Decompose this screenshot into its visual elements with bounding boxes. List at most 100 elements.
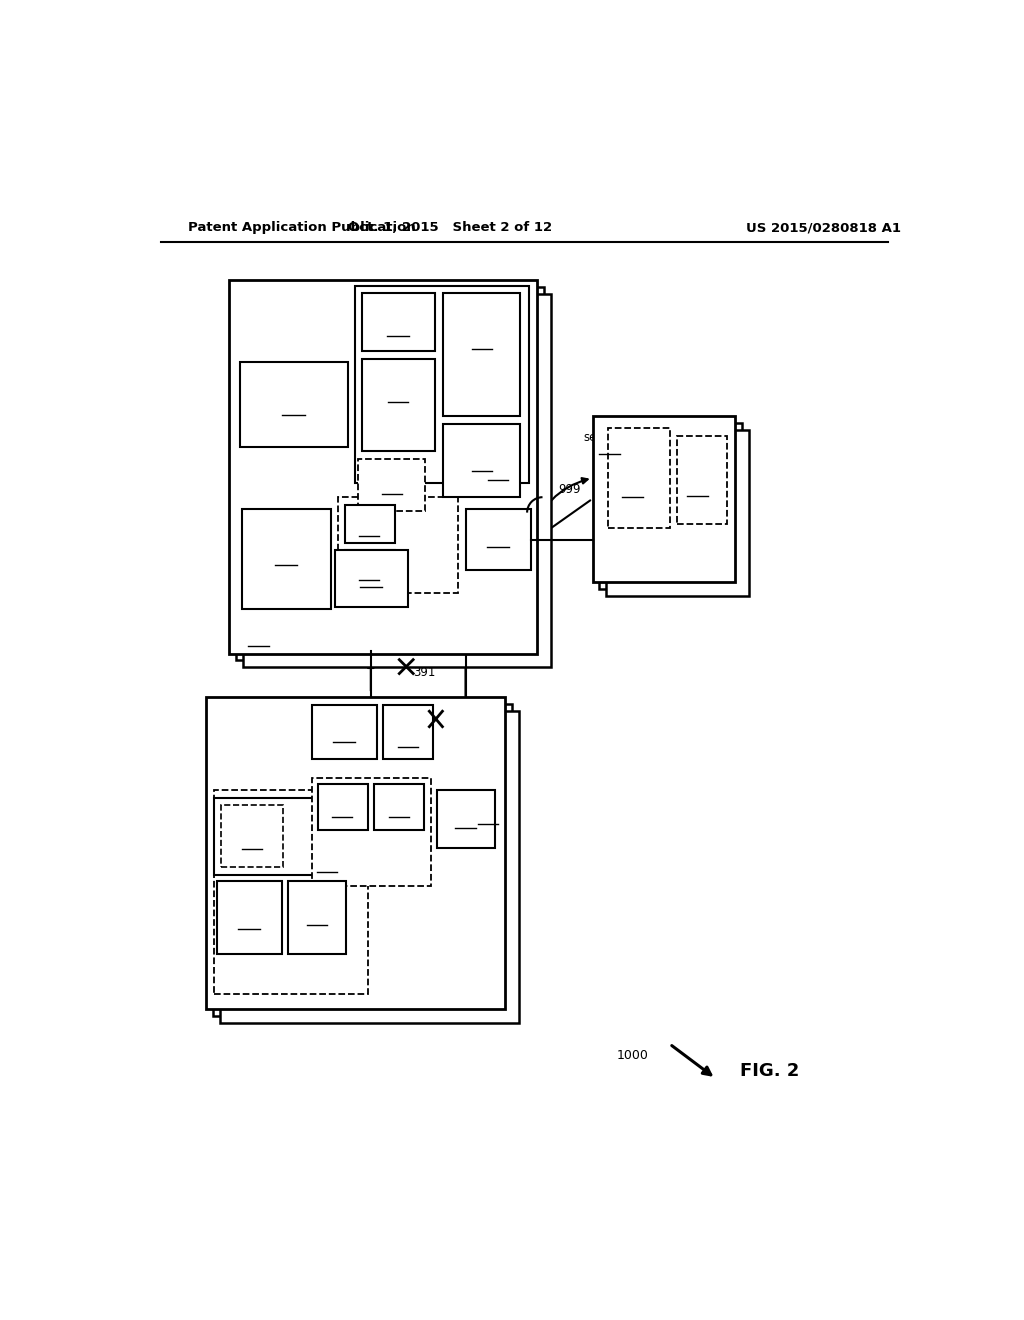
Text: correlation data: correlation data xyxy=(443,323,520,333)
Text: 133: 133 xyxy=(305,912,329,925)
Text: 340: 340 xyxy=(387,325,409,335)
Text: 1000: 1000 xyxy=(616,1049,648,1063)
Bar xyxy=(220,711,518,1023)
Text: 180: 180 xyxy=(388,807,409,816)
Text: server(s): server(s) xyxy=(583,432,636,445)
Bar xyxy=(317,784,368,830)
Text: capture: capture xyxy=(271,378,316,391)
Bar xyxy=(206,697,505,1010)
Text: Patent Application Publication: Patent Application Publication xyxy=(188,222,416,234)
Text: controller: controller xyxy=(317,718,371,729)
Text: storage: storage xyxy=(306,853,348,862)
Text: FIG. 2: FIG. 2 xyxy=(740,1061,800,1080)
Text: data: data xyxy=(379,471,404,480)
Text: device
correlation data: device correlation data xyxy=(628,437,649,520)
Bar xyxy=(443,424,520,498)
Text: processor: processor xyxy=(259,528,313,539)
Text: 170: 170 xyxy=(397,737,419,747)
Bar xyxy=(345,506,394,544)
Text: record: record xyxy=(465,446,499,457)
Text: 700: 700 xyxy=(598,442,621,455)
Bar xyxy=(357,459,425,511)
Text: display: display xyxy=(379,796,419,805)
Text: 320: 320 xyxy=(358,570,380,579)
Text: data: data xyxy=(387,379,409,389)
Text: transceiver device(s): transceiver device(s) xyxy=(232,404,246,529)
Text: interface: interface xyxy=(439,804,492,816)
Bar xyxy=(361,359,435,451)
Text: device: device xyxy=(465,312,499,321)
Bar xyxy=(599,424,742,589)
Text: interface: interface xyxy=(471,523,524,536)
Text: routine: routine xyxy=(378,313,418,323)
Bar xyxy=(345,549,394,589)
Bar xyxy=(311,779,431,886)
Text: light: light xyxy=(395,714,420,723)
Text: device(s): device(s) xyxy=(481,810,495,865)
Bar xyxy=(437,789,495,847)
Text: display: display xyxy=(349,513,389,524)
Text: 160: 160 xyxy=(316,862,338,871)
Text: 360: 360 xyxy=(487,470,508,480)
Text: 730: 730 xyxy=(691,482,700,500)
Bar xyxy=(466,508,531,570)
Text: 100: 100 xyxy=(481,807,495,829)
Bar xyxy=(243,508,331,609)
Text: data: data xyxy=(303,896,331,908)
Text: data: data xyxy=(234,902,263,915)
Text: data: data xyxy=(281,388,307,401)
Bar xyxy=(243,294,551,668)
Text: detection
record: detection record xyxy=(691,451,713,500)
Text: 730: 730 xyxy=(472,459,492,470)
Bar xyxy=(311,705,377,759)
Text: detection: detection xyxy=(457,436,506,446)
Text: view correlation: view correlation xyxy=(358,370,437,379)
Text: 300: 300 xyxy=(247,634,270,647)
Bar xyxy=(217,880,283,954)
Bar xyxy=(677,436,727,524)
Text: 140: 140 xyxy=(242,838,263,849)
Text: routine: routine xyxy=(232,826,272,837)
Text: US 2015/0280818 A1: US 2015/0280818 A1 xyxy=(746,222,901,234)
Bar xyxy=(213,705,512,1016)
Text: 310: 310 xyxy=(359,574,382,587)
Text: storage: storage xyxy=(476,461,519,471)
Text: 160: 160 xyxy=(272,791,294,801)
Bar xyxy=(606,430,749,595)
Text: 391: 391 xyxy=(413,667,435,680)
Text: 999: 999 xyxy=(558,483,581,496)
Text: 133: 133 xyxy=(381,483,402,492)
Text: Oct. 1, 2015   Sheet 2 of 12: Oct. 1, 2015 Sheet 2 of 12 xyxy=(348,222,552,234)
Text: 150: 150 xyxy=(334,731,354,741)
Text: 350: 350 xyxy=(275,554,297,564)
Text: controls: controls xyxy=(347,558,391,569)
Bar xyxy=(229,280,538,653)
Bar xyxy=(355,286,528,483)
Bar xyxy=(221,805,283,867)
Text: ID: ID xyxy=(243,891,256,904)
Text: 130: 130 xyxy=(238,916,261,929)
Text: 380: 380 xyxy=(358,525,380,536)
Bar xyxy=(383,705,433,759)
Bar xyxy=(339,498,458,594)
Text: sensor: sensor xyxy=(324,796,360,805)
Text: 390: 390 xyxy=(486,535,509,548)
Text: 333: 333 xyxy=(283,403,305,416)
Text: control: control xyxy=(232,817,271,828)
Bar xyxy=(361,293,435,351)
Bar xyxy=(374,784,424,830)
Bar xyxy=(237,286,544,660)
Text: camera: camera xyxy=(348,561,393,574)
Text: 330: 330 xyxy=(388,392,407,403)
Text: control: control xyxy=(379,304,417,314)
Text: storage: storage xyxy=(262,799,304,809)
Text: 191: 191 xyxy=(385,648,408,661)
Text: 110: 110 xyxy=(332,807,353,816)
Text: transmitter: transmitter xyxy=(378,723,437,733)
Text: component: component xyxy=(255,539,317,549)
Bar xyxy=(335,549,408,607)
Text: body-carried: body-carried xyxy=(481,824,495,898)
Bar xyxy=(214,797,348,875)
Bar xyxy=(608,428,670,528)
Bar xyxy=(240,363,348,447)
